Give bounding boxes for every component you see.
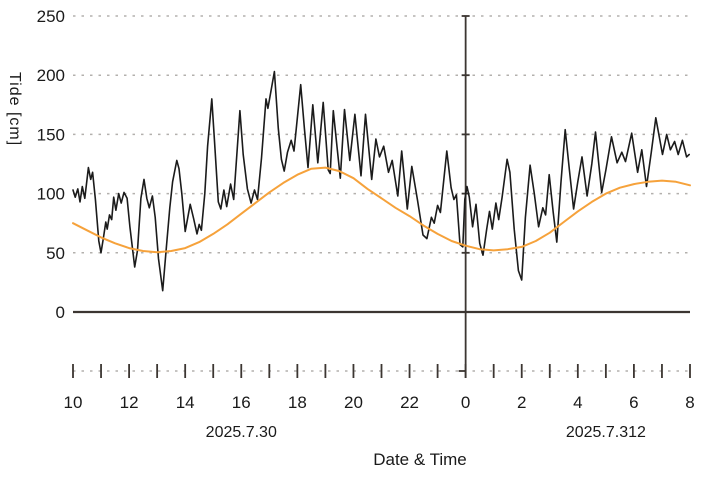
x-tick-label: 18 <box>288 393 307 412</box>
x-tick-label: 4 <box>573 393 582 412</box>
y-tick-label: 50 <box>46 244 65 263</box>
x-axis-title: Date & Time <box>373 450 467 469</box>
predicted-tide-line <box>72 166 691 254</box>
y-tick-label: 0 <box>56 303 65 322</box>
x-tick-label: 2 <box>517 393 526 412</box>
x-tick-label: 22 <box>400 393 419 412</box>
date-label: 2025.7.30 <box>205 424 277 441</box>
y-tick-label: 150 <box>37 125 65 144</box>
x-tick-label: 8 <box>685 393 694 412</box>
x-tick-label: 20 <box>344 393 363 412</box>
observed-tide-line <box>72 70 691 292</box>
y-tick-label: 200 <box>37 66 65 85</box>
y-axis-title: Tide [cm] <box>6 72 23 147</box>
x-tick-label: 0 <box>461 393 470 412</box>
y-tick-label: 100 <box>37 185 65 204</box>
x-tick-label: 6 <box>629 393 638 412</box>
y-tick-label: 250 <box>37 7 65 26</box>
date-label: 2025.7.312 <box>565 424 646 441</box>
x-tick-label: 12 <box>120 393 139 412</box>
x-tick-label: 14 <box>176 393 195 412</box>
x-tick-label: 16 <box>232 393 251 412</box>
x-tick-label: 10 <box>64 393 83 412</box>
